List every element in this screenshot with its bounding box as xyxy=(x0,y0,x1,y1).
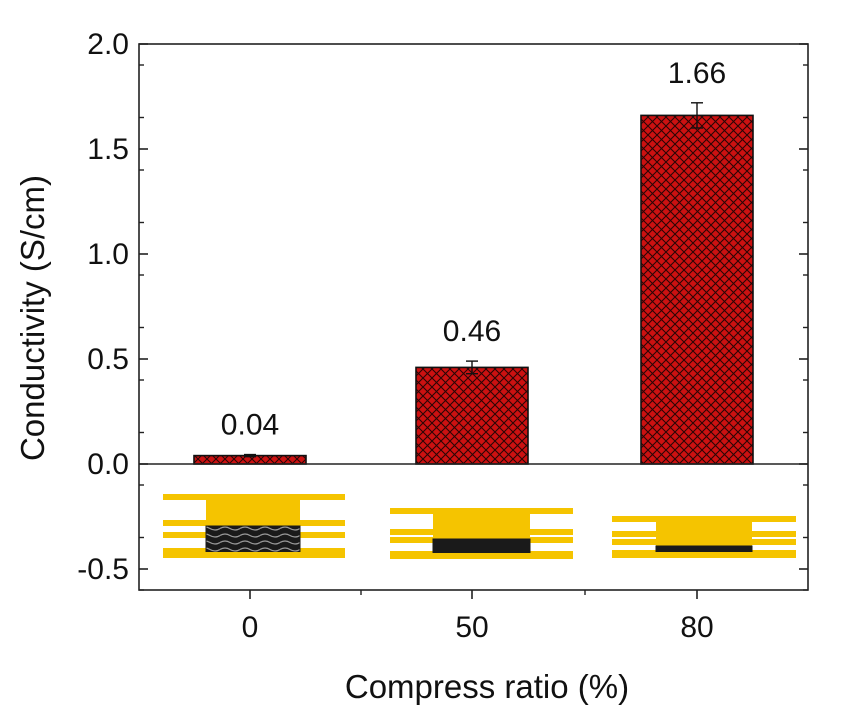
compressed-layer xyxy=(655,545,753,554)
plate-rail-right xyxy=(526,529,573,535)
y-tick-label: 2.0 xyxy=(87,28,129,61)
plate-rail-left xyxy=(163,548,210,554)
compressed-layer xyxy=(205,525,301,554)
plate-rail-left xyxy=(612,539,660,545)
bar xyxy=(415,366,529,465)
x-tick-label: 0 xyxy=(242,611,259,644)
plate-rail-right xyxy=(526,508,573,514)
axes-group xyxy=(138,43,809,599)
plate-rail-left xyxy=(390,529,437,535)
plate-rail-left xyxy=(163,494,210,500)
plate-rail-right xyxy=(296,548,345,554)
plate-rail-right xyxy=(748,531,796,537)
compression-sample xyxy=(612,516,796,558)
labels-group: -0.5 0.0 0.5 1.0 1.5 2.0 0 50 80 0.04 0.46 1.66 xyxy=(77,28,726,644)
y-tick-label: 0.5 xyxy=(87,343,129,376)
bars-group xyxy=(193,102,754,465)
x-tick-label: 50 xyxy=(455,611,488,644)
y-tick-label: -0.5 xyxy=(77,553,129,586)
y-tick-label: 0.0 xyxy=(87,448,129,481)
plate-rail-right xyxy=(526,537,573,543)
y-axis-title: Conductivity (S/cm) xyxy=(14,175,51,461)
top-plate xyxy=(206,494,300,526)
plate-rail-right xyxy=(296,494,345,500)
plot-frame xyxy=(138,43,809,591)
plate-rail-left xyxy=(163,532,210,538)
plate-rail-right xyxy=(296,532,345,538)
plate-rail-left xyxy=(163,520,210,526)
plate-rail-right xyxy=(748,516,796,522)
plate-rail-left xyxy=(612,531,660,537)
compression-sample xyxy=(163,494,345,558)
plate-rail-right xyxy=(296,520,345,526)
bottom-plate xyxy=(612,552,796,558)
compressed-layer xyxy=(432,538,531,555)
y-tick-label: 1.5 xyxy=(87,133,129,166)
bar xyxy=(640,114,754,465)
data-label: 0.04 xyxy=(221,409,279,442)
compression-illustrations xyxy=(163,494,796,559)
data-label: 0.46 xyxy=(443,315,501,348)
top-plate xyxy=(433,508,530,539)
plate-rail-left xyxy=(390,508,437,514)
x-tick-label: 80 xyxy=(680,611,713,644)
bottom-plate xyxy=(390,553,573,559)
plate-rail-right xyxy=(748,539,796,545)
data-label: 1.66 xyxy=(668,57,726,90)
x-axis-title: Compress ratio (%) xyxy=(345,668,629,705)
top-plate xyxy=(656,516,752,546)
compression-sample xyxy=(390,508,573,559)
plate-rail-left xyxy=(390,537,437,543)
y-tick-label: 1.0 xyxy=(87,238,129,271)
plate-rail-left xyxy=(612,516,660,522)
bottom-plate xyxy=(163,552,345,558)
